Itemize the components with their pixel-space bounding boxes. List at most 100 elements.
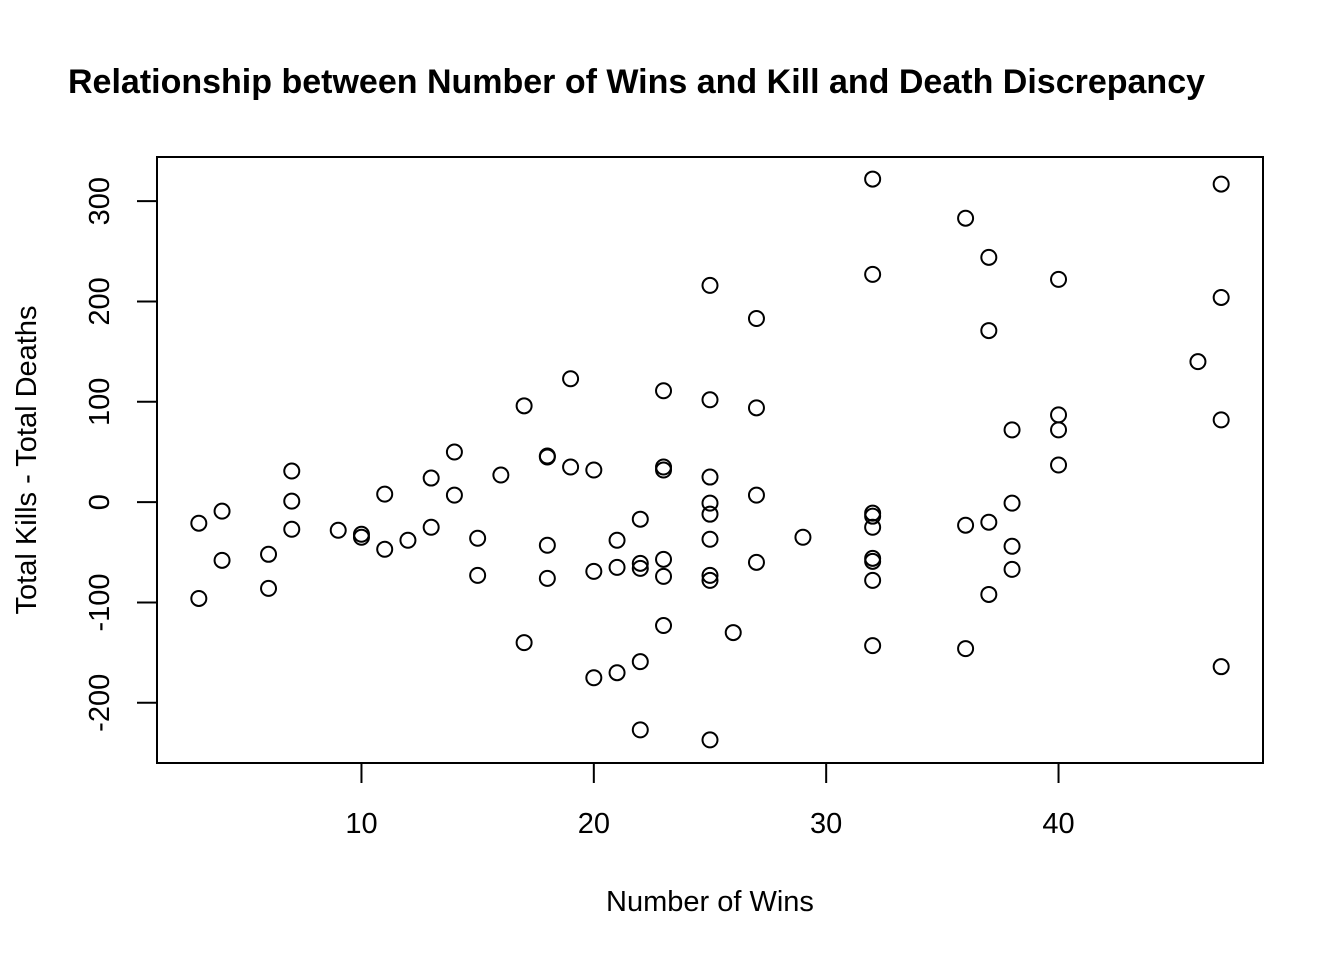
x-axis-title: Number of Wins (606, 886, 814, 918)
data-point (701, 391, 719, 409)
data-point (701, 505, 719, 523)
data-point (585, 669, 603, 687)
data-point (399, 531, 417, 549)
data-point (980, 322, 998, 340)
data-point (190, 514, 208, 532)
data-point (957, 516, 975, 534)
y-tick-label: 0 (84, 494, 116, 510)
data-point (1003, 560, 1021, 578)
data-point (1212, 411, 1230, 429)
x-tick-label: 40 (1042, 808, 1074, 840)
data-point (1003, 494, 1021, 512)
data-point (190, 589, 208, 607)
data-point (1003, 421, 1021, 439)
data-point (655, 461, 673, 479)
data-point (538, 569, 556, 587)
data-point (562, 370, 580, 388)
data-point (445, 486, 463, 504)
data-point (213, 551, 231, 569)
data-point (701, 566, 719, 584)
data-point (352, 528, 370, 546)
data-point (608, 664, 626, 682)
data-point (213, 502, 231, 520)
data-point (469, 529, 487, 547)
plot-frame (156, 156, 1264, 764)
data-point (376, 485, 394, 503)
data-point (260, 545, 278, 563)
data-point (655, 550, 673, 568)
y-tick-label: 100 (84, 378, 116, 426)
data-point (864, 170, 882, 188)
data-point (957, 209, 975, 227)
data-point (469, 566, 487, 584)
data-point (864, 637, 882, 655)
y-tick-label: -200 (84, 674, 116, 732)
x-tick-label: 20 (578, 808, 610, 840)
data-point (864, 265, 882, 283)
data-point (1050, 270, 1068, 288)
data-point (631, 721, 649, 739)
data-point (655, 567, 673, 585)
data-point (422, 518, 440, 536)
data-point (1050, 406, 1068, 424)
data-point (1003, 537, 1021, 555)
data-point (422, 469, 440, 487)
data-point (283, 462, 301, 480)
data-point (538, 536, 556, 554)
data-point (1050, 456, 1068, 474)
data-point (283, 520, 301, 538)
chart-title: Relationship between Number of Wins and … (68, 63, 1205, 101)
data-point (957, 640, 975, 658)
data-point (864, 518, 882, 536)
data-point (747, 486, 765, 504)
data-point (562, 458, 580, 476)
data-point (515, 397, 533, 415)
data-point (585, 562, 603, 580)
data-point (585, 461, 603, 479)
y-axis: -200 -100 0 100 200 300 (84, 177, 158, 732)
data-point (631, 510, 649, 528)
y-tick-label: -100 (84, 573, 116, 631)
data-point (701, 530, 719, 548)
data-point (1050, 421, 1068, 439)
data-point (1189, 353, 1207, 371)
data-point (701, 276, 719, 294)
data-point (376, 540, 394, 558)
data-point (794, 528, 812, 546)
data-point (631, 554, 649, 572)
data-point (701, 468, 719, 486)
data-point (864, 507, 882, 525)
data-point (701, 731, 719, 749)
data-point (631, 653, 649, 671)
data-point (283, 492, 301, 510)
x-axis: 10 20 30 40 (345, 762, 1075, 840)
data-point (1212, 658, 1230, 676)
data-point (655, 382, 673, 400)
data-point (724, 624, 742, 642)
data-point (980, 585, 998, 603)
data-points (190, 170, 1230, 749)
y-tick-label: 300 (84, 177, 116, 225)
data-point (329, 521, 347, 539)
data-point (1212, 175, 1230, 193)
data-point (538, 448, 556, 466)
data-point (864, 552, 882, 570)
data-point (701, 494, 719, 512)
y-axis-title: Total Kills - Total Deaths (11, 306, 43, 615)
data-point (980, 248, 998, 266)
data-point (747, 553, 765, 571)
data-point (747, 399, 765, 417)
data-point (747, 310, 765, 328)
y-tick-label: 200 (84, 277, 116, 325)
data-point (608, 531, 626, 549)
data-point (515, 634, 533, 652)
data-point (492, 466, 510, 484)
data-point (608, 558, 626, 576)
data-point (445, 443, 463, 461)
data-point (1212, 288, 1230, 306)
data-point (980, 513, 998, 531)
data-point (655, 617, 673, 635)
x-tick-label: 30 (810, 808, 842, 840)
